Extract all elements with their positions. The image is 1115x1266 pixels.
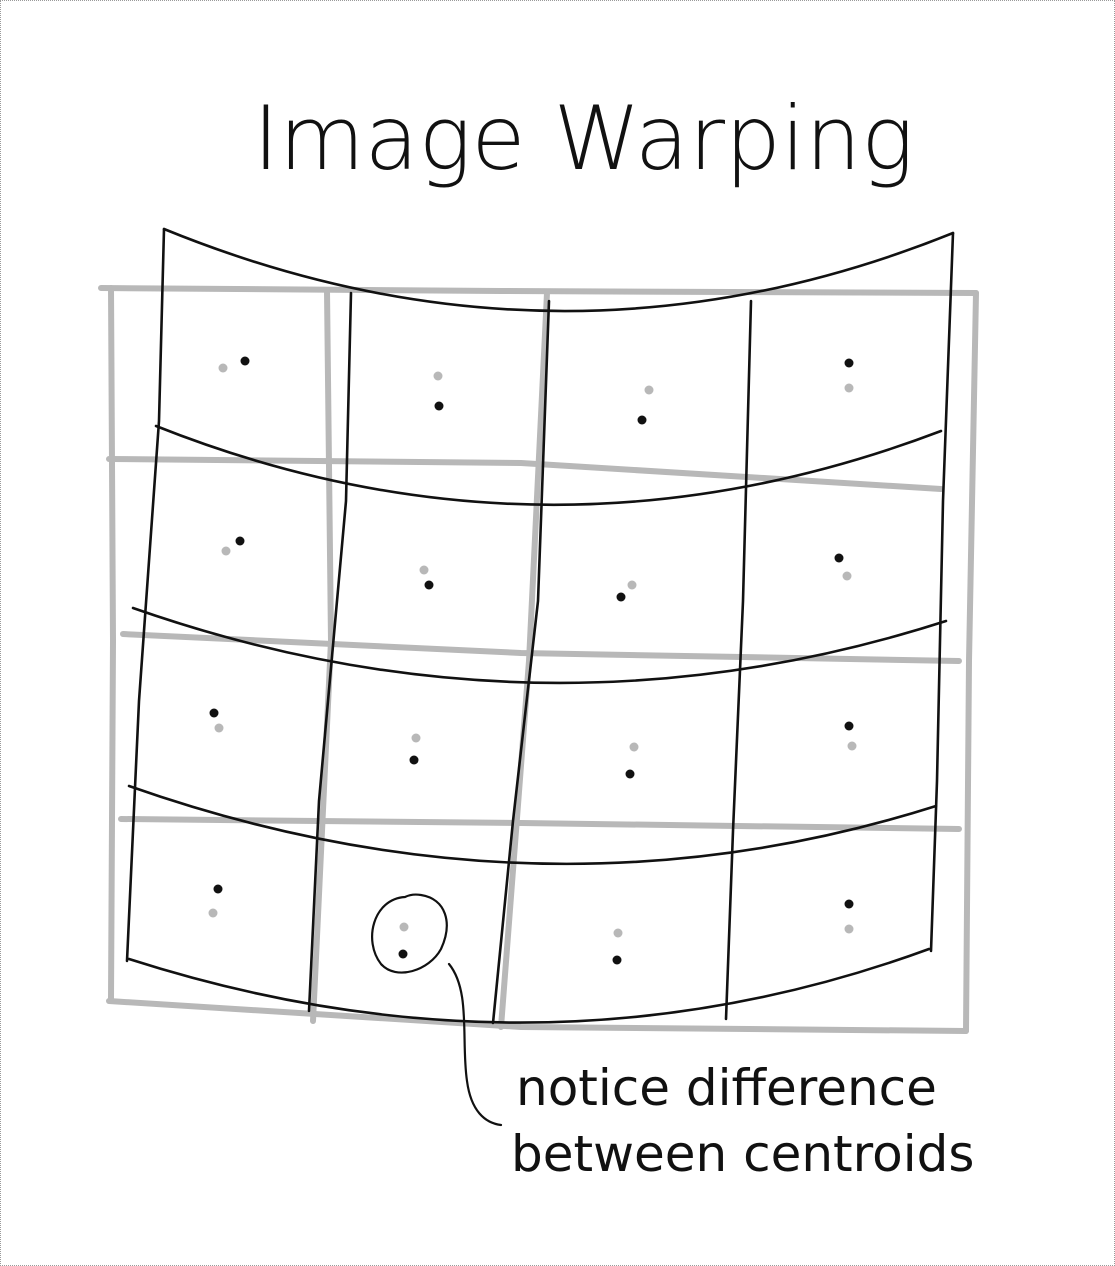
original-grid-row-line [120, 631, 962, 664]
original-centroid-dot [842, 571, 852, 581]
warped-grid-row-curve [131, 606, 948, 685]
warped-grid-row-curve [127, 784, 938, 866]
original-centroid-dot [208, 908, 218, 918]
warped-centroid-dot [844, 899, 854, 909]
warped-centroid-dot [235, 536, 245, 546]
original-centroid-dot [613, 928, 623, 938]
warped-centroid-dot [398, 949, 408, 959]
warped-centroid-dot [637, 415, 647, 425]
annotation-line-1: notice difference [516, 1059, 937, 1117]
warped-grid-column-line [929, 231, 955, 953]
original-grid-row-line [118, 816, 962, 832]
original-centroid-dot [399, 922, 409, 932]
original-centroid-dot [214, 723, 224, 733]
centroid-pairs [208, 356, 857, 965]
warped-grid-column-line [125, 227, 166, 963]
warped-centroid-dot [240, 356, 250, 366]
warped-centroid-dot [213, 884, 223, 894]
original-grid-row-line [106, 456, 944, 492]
original-grid-column-line [963, 290, 979, 1034]
warped-centroid-dot [834, 553, 844, 563]
warped-centroid-dot [612, 955, 622, 965]
warped-grid [125, 227, 955, 1025]
original-centroid-dot [627, 580, 637, 590]
original-grid-column-line [498, 290, 550, 1030]
original-centroid-dot [218, 363, 228, 373]
original-centroid-dot [629, 742, 639, 752]
warped-grid-row-curve [127, 947, 931, 1024]
original-centroid-dot [844, 924, 854, 934]
original-centroid-dot [844, 383, 854, 393]
original-grid-row-line [106, 998, 969, 1034]
original-centroid-dot [644, 385, 654, 395]
warped-centroid-dot [209, 708, 219, 718]
warped-grid-column-line [307, 291, 353, 1013]
warped-centroid-dot [625, 769, 635, 779]
diagram-title: Image Warping [253, 87, 914, 190]
original-grid-column-line [310, 288, 334, 1024]
warped-centroid-dot [844, 721, 854, 731]
original-centroid-dot [419, 565, 429, 575]
warped-grid-row-curve [162, 227, 955, 313]
warped-centroid-dot [844, 358, 854, 368]
warped-centroid-dot [616, 592, 626, 602]
warped-centroid-dot [409, 755, 419, 765]
original-grid-row-line [98, 285, 979, 296]
original-grid [98, 285, 979, 1034]
warped-grid-column-line [724, 299, 753, 1021]
warped-grid-row-curve [154, 424, 943, 507]
original-centroid-dot [847, 741, 857, 751]
warped-centroid-dot [434, 401, 444, 411]
original-grid-column-line [108, 285, 116, 1002]
original-centroid-dot [411, 733, 421, 743]
original-centroid-dot [221, 546, 231, 556]
highlight-circle [371, 893, 448, 974]
annotation-leader-line [447, 962, 503, 1127]
annotation-line-2: between centroids [511, 1125, 974, 1183]
warped-centroid-dot [424, 580, 434, 590]
warped-grid-column-line [491, 299, 551, 1025]
original-centroid-dot [433, 371, 443, 381]
